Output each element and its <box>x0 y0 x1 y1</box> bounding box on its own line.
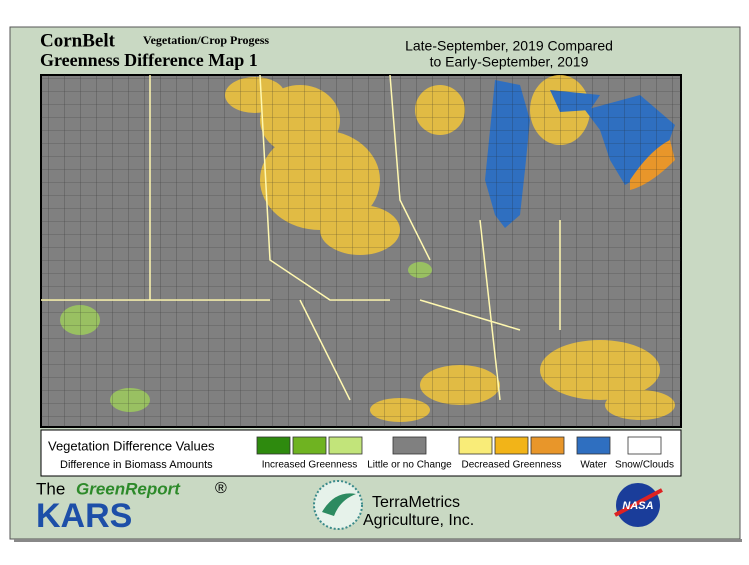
title: CornBelt <box>40 30 116 51</box>
legend-label: Decreased Greenness <box>461 460 561 471</box>
map-name: Greenness Difference Map 1 <box>40 50 258 70</box>
legend-swatch <box>576 436 611 455</box>
legend-swatch <box>292 436 327 455</box>
legend-swatch <box>494 436 529 455</box>
terrametrics-logo <box>313 480 363 530</box>
legend-swatch <box>392 436 427 455</box>
legend-subtitle: Difference in Biomass Amounts <box>60 459 213 471</box>
legend-label: Little or no Change <box>367 460 452 471</box>
legend-label: Snow/Clouds <box>615 460 674 471</box>
period: to Early-September, 2019 <box>430 54 589 70</box>
company-name: TerraMetrics <box>372 494 460 511</box>
legend-swatch <box>328 436 363 455</box>
nasa-text: NASA <box>622 500 653 512</box>
company-name: Agriculture, Inc. <box>363 512 474 529</box>
brand-registered: ® <box>215 480 227 497</box>
brand-the: The <box>36 479 65 498</box>
legend-swatch <box>627 436 662 455</box>
legend-label: Water <box>580 460 607 471</box>
legend-label: Increased Greenness <box>262 460 358 471</box>
legend-title: Vegetation Difference Values <box>48 438 215 453</box>
brand-greenreport: GreenReport <box>76 479 181 498</box>
panel-shadow <box>14 539 742 542</box>
period: Late-September, 2019 Compared <box>405 38 613 54</box>
legend-swatch <box>458 436 493 455</box>
nasa-logo <box>614 483 663 527</box>
legend-swatch <box>530 436 565 455</box>
subtitle: Vegetation/Crop Progess <box>143 33 269 47</box>
legend-swatch <box>256 436 291 455</box>
brand-kars: KARS <box>36 497 132 535</box>
map <box>40 74 682 428</box>
